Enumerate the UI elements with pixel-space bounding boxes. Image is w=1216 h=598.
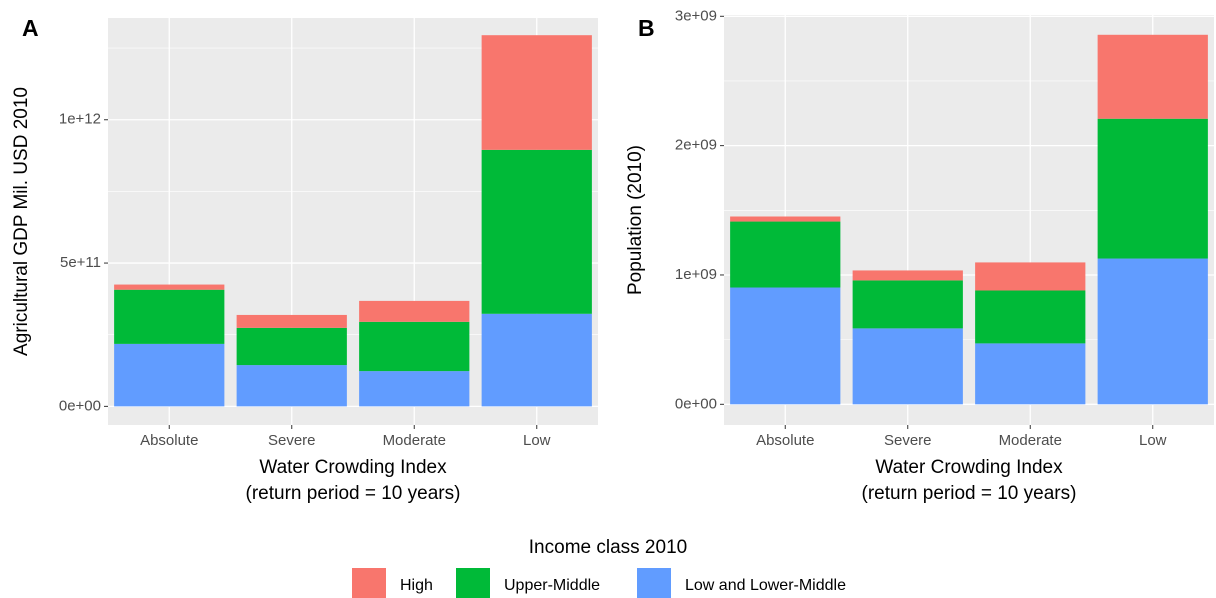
- bar-segment: [236, 365, 347, 407]
- y-tick-label: 3e+09: [675, 7, 717, 24]
- bar-segment: [975, 343, 1086, 405]
- y-axis-title: Agricultural GDP Mil. USD 2010: [11, 87, 32, 356]
- x-axis-title: Water Crowding Index: [875, 457, 1063, 478]
- y-tick-label: 0e+00: [59, 397, 101, 414]
- bar-segment: [359, 321, 470, 372]
- y-tick-label: 0e+00: [675, 395, 717, 412]
- y-tick-label: 2e+09: [675, 137, 717, 154]
- bar-segment: [975, 290, 1086, 344]
- bar-segment: [1097, 258, 1208, 405]
- legend-label: Low and Lower-Middle: [685, 577, 846, 594]
- bar-segment: [481, 313, 592, 407]
- legend-label: Upper-Middle: [504, 577, 600, 594]
- x-tick-label: Absolute: [140, 432, 198, 449]
- bar-segment: [852, 328, 963, 405]
- bar-segment: [359, 371, 470, 407]
- x-axis-title: (return period = 10 years): [246, 483, 461, 504]
- bar-segment: [1097, 34, 1208, 119]
- legend-swatch: [456, 568, 490, 598]
- bar-segment: [975, 262, 1086, 291]
- bar-segment: [114, 343, 225, 407]
- x-tick-label: Severe: [268, 432, 316, 449]
- bar-segment: [481, 35, 592, 150]
- panel-label: A: [22, 15, 39, 41]
- bar-segment: [359, 300, 470, 322]
- x-axis-title: Water Crowding Index: [259, 457, 447, 478]
- panel-label: B: [638, 15, 655, 41]
- x-tick-label: Absolute: [756, 432, 814, 449]
- x-axis-title: (return period = 10 years): [862, 483, 1077, 504]
- bar-segment: [114, 289, 225, 344]
- bar-segment: [730, 216, 841, 222]
- x-tick-label: Moderate: [999, 432, 1062, 449]
- legend-title: Income class 2010: [529, 537, 687, 558]
- bar-segment: [236, 327, 347, 366]
- y-tick-label: 1e+12: [59, 111, 101, 128]
- bar-segment: [236, 314, 347, 328]
- bar-segment: [1097, 118, 1208, 259]
- y-axis-title: Population (2010): [625, 145, 646, 295]
- legend-swatch: [352, 568, 386, 598]
- legend-swatch: [637, 568, 671, 598]
- x-tick-label: Low: [523, 432, 551, 449]
- bar-segment: [730, 287, 841, 405]
- y-tick-label: 5e+11: [60, 254, 101, 271]
- bar-segment: [114, 284, 225, 290]
- x-tick-label: Severe: [884, 432, 932, 449]
- bar-segment: [730, 221, 841, 288]
- x-tick-label: Moderate: [383, 432, 446, 449]
- x-tick-label: Low: [1139, 432, 1167, 449]
- legend-label: High: [400, 577, 433, 594]
- bar-segment: [852, 270, 963, 281]
- bar-segment: [481, 149, 592, 314]
- bar-segment: [852, 280, 963, 329]
- y-tick-label: 1e+09: [675, 266, 717, 283]
